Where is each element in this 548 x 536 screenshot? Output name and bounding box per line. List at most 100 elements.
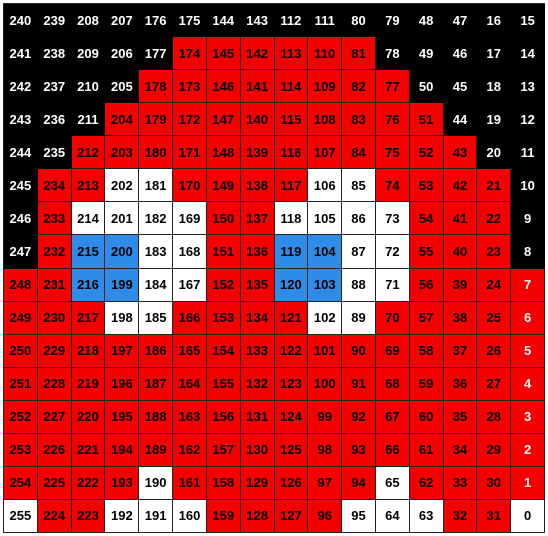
grid-cell: 51 (409, 103, 444, 137)
grid-cell: 145 (206, 37, 241, 71)
grid-cell: 8 (511, 235, 545, 269)
grid-cell: 192 (105, 499, 140, 533)
grid-cell: 43 (443, 136, 478, 170)
grid-cell: 118 (274, 202, 309, 236)
grid-cell: 171 (173, 136, 207, 170)
grid-cell: 232 (37, 235, 72, 269)
grid-cell: 227 (37, 400, 72, 434)
grid-cell: 157 (206, 433, 241, 467)
grid-cell: 46 (443, 37, 478, 71)
grid-cell: 17 (477, 37, 512, 71)
grid-cell: 60 (409, 400, 444, 434)
grid-cell: 66 (375, 433, 410, 467)
grid-cell: 159 (206, 499, 241, 533)
grid-cell: 19 (477, 103, 512, 137)
grid-cell: 202 (105, 169, 140, 203)
grid-cell: 79 (375, 4, 410, 38)
grid-cell: 101 (308, 334, 343, 368)
grid-cell: 156 (206, 400, 241, 434)
grid-cell: 197 (105, 334, 140, 368)
grid-cell: 166 (173, 301, 207, 335)
grid-cell: 246 (4, 202, 38, 236)
grid-cell: 67 (375, 400, 410, 434)
grid-cell: 201 (105, 202, 140, 236)
grid-cell: 210 (71, 70, 106, 104)
grid-cell: 252 (4, 400, 38, 434)
grid-cell: 56 (409, 268, 444, 302)
grid-cell: 84 (342, 136, 376, 170)
grid-cell: 229 (37, 334, 72, 368)
grid-cell: 231 (37, 268, 72, 302)
grid-cell: 215 (71, 235, 106, 269)
grid-cell: 189 (139, 433, 174, 467)
grid-cell: 20 (477, 136, 512, 170)
grid-cell: 161 (173, 466, 207, 500)
grid-cell: 49 (409, 37, 444, 71)
grid-cell: 64 (375, 499, 410, 533)
grid-cell: 32 (443, 499, 478, 533)
grid-cell: 78 (375, 37, 410, 71)
grid-cell: 218 (71, 334, 106, 368)
grid-cell: 207 (105, 4, 140, 38)
grid-cell: 119 (274, 235, 309, 269)
grid-cell: 107 (308, 136, 343, 170)
grid-cell: 57 (409, 301, 444, 335)
grid-cell: 69 (375, 334, 410, 368)
grid-cell: 220 (71, 400, 106, 434)
grid-cell: 1 (511, 466, 545, 500)
grid-cell: 115 (274, 103, 309, 137)
grid-cell: 98 (308, 433, 343, 467)
grid-cell: 230 (37, 301, 72, 335)
grid-cell: 95 (342, 499, 376, 533)
grid-cell: 130 (240, 433, 275, 467)
grid-cell: 41 (443, 202, 478, 236)
grid-cell: 185 (139, 301, 174, 335)
grid-cell: 203 (105, 136, 140, 170)
grid-cell: 140 (240, 103, 275, 137)
grid-cell: 53 (409, 169, 444, 203)
grid-cell: 99 (308, 400, 343, 434)
grid-cell: 188 (139, 400, 174, 434)
grid-cell: 44 (443, 103, 478, 137)
grid-cell: 27 (477, 367, 512, 401)
grid-cell: 138 (240, 169, 275, 203)
grid-cell: 170 (173, 169, 207, 203)
grid-cell: 45 (443, 70, 478, 104)
grid-cell: 237 (37, 70, 72, 104)
grid-cell: 126 (274, 466, 309, 500)
grid-cell: 142 (240, 37, 275, 71)
grid-cell: 116 (274, 136, 309, 170)
grid-cell: 216 (71, 268, 106, 302)
grid-cell: 114 (274, 70, 309, 104)
grid-cell: 120 (274, 268, 309, 302)
grid-cell: 144 (206, 4, 241, 38)
grid-cell: 133 (240, 334, 275, 368)
grid-cell: 10 (511, 169, 545, 203)
grid-cell: 168 (173, 235, 207, 269)
grid-cell: 174 (173, 37, 207, 71)
grid-cell: 89 (342, 301, 376, 335)
grid-cell: 204 (105, 103, 140, 137)
grid-cell: 63 (409, 499, 444, 533)
grid-cell: 36 (443, 367, 478, 401)
grid-cell: 238 (37, 37, 72, 71)
grid-cell: 121 (274, 301, 309, 335)
grid-cell: 104 (308, 235, 343, 269)
grid-cell: 221 (71, 433, 106, 467)
grid-cell: 243 (4, 103, 38, 137)
grid-cell: 16 (477, 4, 512, 38)
grid-cell: 254 (4, 466, 38, 500)
grid-cell: 87 (342, 235, 376, 269)
grid-cell: 28 (477, 400, 512, 434)
grid-cell: 33 (443, 466, 478, 500)
grid-cell: 176 (139, 4, 174, 38)
grid-cell: 162 (173, 433, 207, 467)
grid-cell: 131 (240, 400, 275, 434)
grid-cell: 58 (409, 334, 444, 368)
grid-cell: 0 (511, 499, 545, 533)
grid-cell: 199 (105, 268, 140, 302)
grid-cell: 5 (511, 334, 545, 368)
grid-cell: 15 (511, 4, 545, 38)
grid-cell: 59 (409, 367, 444, 401)
grid-cell: 42 (443, 169, 478, 203)
